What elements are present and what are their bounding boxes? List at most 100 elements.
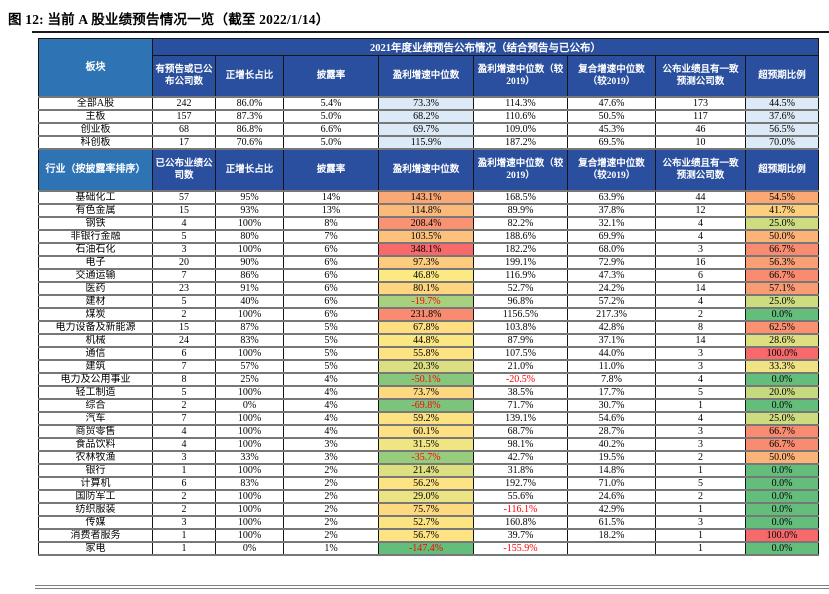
- value-cell: 32.1%: [567, 216, 656, 231]
- value-cell: 4: [655, 229, 746, 244]
- value-cell: 3: [655, 242, 746, 257]
- table-row: 商贸零售 4 100% 4% 60.1% 68.7% 28.7% 3 66.7%: [38, 424, 819, 439]
- value-cell: 192.7%: [473, 476, 568, 491]
- value-cell: 4%: [283, 411, 379, 426]
- value-cell: 4%: [283, 398, 379, 413]
- value-cell: 3%: [283, 437, 379, 452]
- value-cell: 44: [655, 190, 746, 205]
- value-cell: 4: [655, 411, 746, 426]
- col-header-reported-count: 已公布业绩公司数: [152, 148, 216, 192]
- row-name-cell: 煤炭: [38, 307, 153, 322]
- value-cell: 0.0%: [745, 463, 819, 478]
- value-cell: 30.7%: [567, 398, 656, 413]
- value-cell: 29.0%: [378, 489, 474, 504]
- value-cell: 52.7%: [378, 515, 474, 530]
- value-cell: 73.3%: [378, 96, 474, 111]
- value-cell: 217.3%: [567, 307, 656, 322]
- value-cell: 87.9%: [473, 333, 568, 348]
- value-cell: 139.1%: [473, 411, 568, 426]
- value-cell: 1: [655, 398, 746, 413]
- col-header-compound-growth-vs2019: 复合增速中位数（较2019）: [567, 55, 656, 98]
- row-name-cell: 非银行金融: [38, 229, 153, 244]
- value-cell: 37.1%: [567, 333, 656, 348]
- value-cell: 71.7%: [473, 398, 568, 413]
- value-cell: 4: [655, 372, 746, 387]
- value-cell: 70.6%: [215, 135, 284, 150]
- row-name-cell: 轻工制造: [38, 385, 153, 400]
- value-cell: 199.1%: [473, 255, 568, 270]
- value-cell: 100%: [215, 307, 284, 322]
- row-name-cell: 科创板: [38, 135, 153, 150]
- value-cell: 2%: [283, 528, 379, 543]
- value-cell: 57%: [215, 359, 284, 374]
- table-row: 综合 2 0% 4% -69.8% 71.7% 30.7% 1 0.0%: [38, 398, 819, 413]
- value-cell: 100.0%: [745, 346, 819, 361]
- table-row: 主板 157 87.3% 5.0% 68.2% 110.6% 50.5% 117 37.6%: [38, 109, 819, 124]
- table-row: 石油石化 3 100% 6% 348.1% 182.2% 68.0% 3 66.7%: [38, 242, 819, 257]
- row-name-cell: 商贸零售: [38, 424, 153, 439]
- value-cell: 17.7%: [567, 385, 656, 400]
- value-cell: 20.0%: [745, 385, 819, 400]
- value-cell: 103.5%: [378, 229, 474, 244]
- value-cell: 103.8%: [473, 320, 568, 335]
- row-name-cell: 纺织服装: [38, 502, 153, 517]
- value-cell: 12: [655, 203, 746, 218]
- value-cell: 91%: [215, 281, 284, 296]
- bottom-divider: [35, 585, 829, 589]
- col-header-positive-ratio2: 正增长占比: [215, 148, 284, 192]
- value-cell: 24.6%: [567, 489, 656, 504]
- row-name-cell: 创业板: [38, 122, 153, 137]
- value-cell: 5: [655, 385, 746, 400]
- value-cell: 72.9%: [567, 255, 656, 270]
- value-cell: -19.7%: [378, 294, 474, 309]
- value-cell: 25.0%: [745, 216, 819, 231]
- title-divider: [32, 31, 829, 33]
- value-cell: 14: [655, 333, 746, 348]
- value-cell: 1: [655, 541, 746, 556]
- table-row: 非银行金融 5 80% 7% 103.5% 188.6% 69.9% 4 50.0%: [38, 229, 819, 244]
- value-cell: 46: [655, 122, 746, 137]
- table-row: 钢铁 4 100% 8% 208.4% 82.2% 32.1% 4 25.0%: [38, 216, 819, 231]
- value-cell: 116.9%: [473, 268, 568, 283]
- value-cell: 47.3%: [567, 268, 656, 283]
- value-cell: 100%: [215, 242, 284, 257]
- table-row: 煤炭 2 100% 6% 231.8% 1156.5% 217.3% 2 0.0%: [38, 307, 819, 322]
- value-cell: 83%: [215, 476, 284, 491]
- col-header-disclosure-rate2: 披露率: [283, 148, 379, 192]
- table-row: 轻工制造 5 100% 4% 73.7% 38.5% 17.7% 5 20.0%: [38, 385, 819, 400]
- value-cell: 2%: [283, 515, 379, 530]
- table-row: 基础化工 57 95% 14% 143.1% 168.5% 63.9% 44 54.5%: [38, 190, 819, 205]
- row-name-cell: 电子: [38, 255, 153, 270]
- value-cell: 2: [152, 502, 216, 517]
- value-cell: 5%: [283, 346, 379, 361]
- value-cell: 56.2%: [378, 476, 474, 491]
- value-cell: 100%: [215, 528, 284, 543]
- value-cell: 2: [655, 307, 746, 322]
- value-cell: 33%: [215, 450, 284, 465]
- row-name-cell: 国防军工: [38, 489, 153, 504]
- row-name-cell: 钢铁: [38, 216, 153, 231]
- value-cell: 19.5%: [567, 450, 656, 465]
- value-cell: 3: [655, 359, 746, 374]
- value-cell: 89.9%: [473, 203, 568, 218]
- value-cell: 100%: [215, 515, 284, 530]
- value-cell: 242: [152, 96, 216, 111]
- value-cell: 66.7%: [745, 437, 819, 452]
- value-cell: 100%: [215, 346, 284, 361]
- value-cell: 5: [655, 476, 746, 491]
- value-cell: 87.3%: [215, 109, 284, 124]
- value-cell: [567, 541, 656, 556]
- table-row: 农林牧渔 3 33% 3% -35.7% 42.7% 19.5% 2 50.0%: [38, 450, 819, 465]
- col-header-beat-ratio: 超预期比例: [745, 55, 819, 98]
- value-cell: 6: [655, 268, 746, 283]
- value-cell: 5.4%: [283, 96, 379, 111]
- value-cell: 6%: [283, 255, 379, 270]
- value-cell: 6: [152, 476, 216, 491]
- value-cell: 68.2%: [378, 109, 474, 124]
- value-cell: 42.9%: [567, 502, 656, 517]
- value-cell: 52.7%: [473, 281, 568, 296]
- value-cell: 1156.5%: [473, 307, 568, 322]
- value-cell: 114.8%: [378, 203, 474, 218]
- value-cell: 97.3%: [378, 255, 474, 270]
- value-cell: 2%: [283, 489, 379, 504]
